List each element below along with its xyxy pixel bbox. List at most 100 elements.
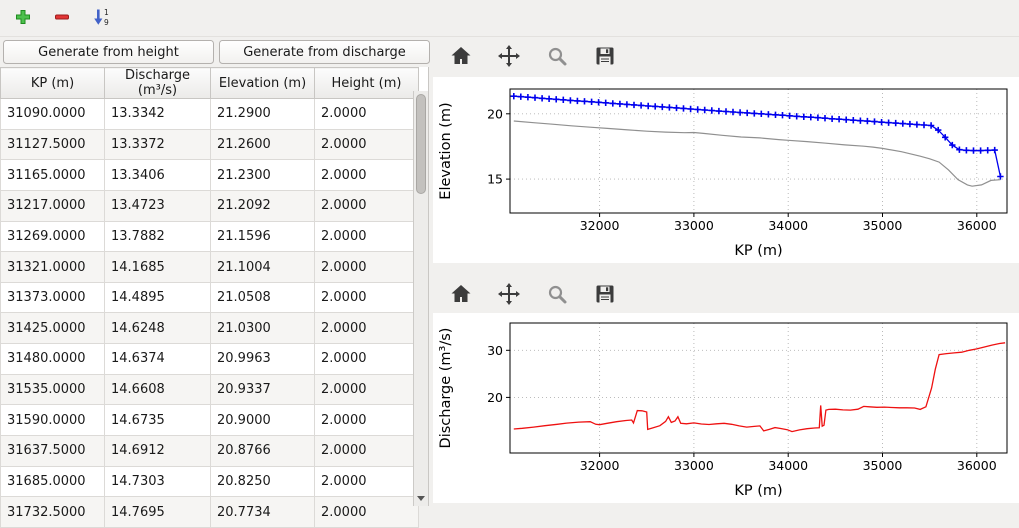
pan-button[interactable] [495,43,523,71]
table-cell[interactable]: 31480.0000 [0,343,105,375]
save-button[interactable] [591,43,619,71]
table-cell[interactable]: 20.8250 [210,465,315,498]
table-cell[interactable]: 21.2900 [210,98,315,130]
pan-button[interactable] [495,281,523,309]
column-header[interactable]: Height (m) [314,67,419,99]
table-cell[interactable]: 20.9337 [210,373,315,406]
sort-button[interactable]: 1 9 [86,4,116,32]
discharge-chart[interactable]: 32000 33000 34000 35000 36000 20 30 KP (m) Disch… [433,313,1019,503]
table-cell[interactable]: 31127.5000 [0,128,105,161]
sort-digit-bottom: 9 [104,18,109,27]
table-cell[interactable]: 20.9000 [210,404,315,437]
generate-buttons-row: Generate from height Generate from disch… [3,40,430,64]
table-cell[interactable]: 21.0508 [210,281,315,314]
table-cell[interactable]: 14.6374 [104,343,211,375]
table-cell[interactable]: 14.7695 [104,496,211,528]
table-row[interactable]: 31480.0000 14.6374 20.9963 2.0000 [0,343,419,375]
table-row[interactable]: 31269.0000 13.7882 21.1596 2.0000 [0,220,419,253]
table-cell[interactable]: 14.6248 [104,312,211,345]
home-icon [449,282,473,309]
table-cell[interactable]: 13.3406 [104,159,211,191]
table-cell[interactable]: 2.0000 [314,251,419,283]
table-cell[interactable]: 14.6912 [104,435,211,467]
table-row[interactable]: 31127.5000 13.3372 21.2600 2.0000 [0,128,419,161]
column-header[interactable]: Elevation (m) [210,67,315,99]
x-tick-label: 36000 [957,218,997,233]
table-header-row: KP (m) Discharge (m³/s) Elevation (m) Heigh… [0,67,419,99]
save-button[interactable] [591,281,619,309]
table-cell[interactable]: 31425.0000 [0,312,105,345]
table-cell[interactable]: 20.9963 [210,343,315,375]
plus-icon [14,8,32,29]
table-cell[interactable]: 31165.0000 [0,159,105,191]
zoom-button[interactable] [543,43,571,71]
table-cell[interactable]: 14.4895 [104,281,211,314]
table-cell[interactable]: 31217.0000 [0,189,105,222]
table-row[interactable]: 31425.0000 14.6248 21.0300 2.0000 [0,312,419,345]
table-cell[interactable]: 21.2300 [210,159,315,191]
table-cell[interactable]: 2.0000 [314,189,419,222]
table-cell[interactable]: 31090.0000 [0,98,105,130]
table-cell[interactable]: 21.0300 [210,312,315,345]
table-cell[interactable]: 31269.0000 [0,220,105,253]
table-cell[interactable]: 14.1685 [104,251,211,283]
column-header[interactable]: Discharge (m³/s) [104,67,211,99]
x-tick-label: 33000 [674,218,714,233]
table-cell[interactable]: 2.0000 [314,98,419,130]
table-cell[interactable]: 2.0000 [314,404,419,437]
remove-row-button[interactable] [47,4,77,32]
table-cell[interactable]: 2.0000 [314,496,419,528]
table-cell[interactable]: 13.3342 [104,98,211,130]
table-row[interactable]: 31321.0000 14.1685 21.1004 2.0000 [0,251,419,283]
table-row[interactable]: 31373.0000 14.4895 21.0508 2.0000 [0,281,419,314]
generate-from-discharge-button[interactable]: Generate from discharge [219,40,430,64]
table-cell[interactable]: 13.7882 [104,220,211,253]
table-cell[interactable]: 2.0000 [314,312,419,345]
table-row[interactable]: 31165.0000 13.3406 21.2300 2.0000 [0,159,419,191]
home-button[interactable] [447,281,475,309]
table-cell[interactable]: 2.0000 [314,220,419,253]
scrollbar-down-button[interactable] [414,490,428,506]
table-cell[interactable]: 20.7734 [210,496,315,528]
table-row[interactable]: 31637.5000 14.6912 20.8766 2.0000 [0,435,419,467]
table-cell[interactable]: 2.0000 [314,373,419,406]
table-cell[interactable]: 31590.0000 [0,404,105,437]
table-cell[interactable]: 2.0000 [314,281,419,314]
table-cell[interactable]: 20.8766 [210,435,315,467]
table-row[interactable]: 31217.0000 13.4723 21.2092 2.0000 [0,189,419,222]
table-cell[interactable]: 31321.0000 [0,251,105,283]
table-row[interactable]: 31535.0000 14.6608 20.9337 2.0000 [0,373,419,406]
add-row-button[interactable] [8,4,38,32]
table-cell[interactable]: 21.1004 [210,251,315,283]
table-cell[interactable]: 31373.0000 [0,281,105,314]
table-row[interactable]: 31732.5000 14.7695 20.7734 2.0000 [0,496,419,528]
home-button[interactable] [447,43,475,71]
table-cell[interactable]: 14.7303 [104,465,211,498]
table-cell[interactable]: 13.3372 [104,128,211,161]
zoom-button[interactable] [543,281,571,309]
table-cell[interactable]: 21.2092 [210,189,315,222]
table-row[interactable]: 31685.0000 14.7303 20.8250 2.0000 [0,465,419,498]
table-cell[interactable]: 31732.5000 [0,496,105,528]
generate-from-height-button[interactable]: Generate from height [3,40,214,64]
table-cell[interactable]: 2.0000 [314,128,419,161]
table-cell[interactable]: 21.2600 [210,128,315,161]
table-cell[interactable]: 21.1596 [210,220,315,253]
table-cell[interactable]: 2.0000 [314,465,419,498]
table-row[interactable]: 31590.0000 14.6735 20.9000 2.0000 [0,404,419,437]
table-cell[interactable]: 14.6735 [104,404,211,437]
table-scrollbar[interactable] [413,91,428,506]
table-cell[interactable]: 31685.0000 [0,465,105,498]
table-cell[interactable]: 2.0000 [314,159,419,191]
table-cell[interactable]: 14.6608 [104,373,211,406]
table-cell[interactable]: 31535.0000 [0,373,105,406]
column-header[interactable]: KP (m) [0,67,105,99]
table-cell[interactable]: 2.0000 [314,435,419,467]
scrollbar-thumb[interactable] [416,94,426,194]
table-cell[interactable]: 2.0000 [314,343,419,375]
elevation-chart[interactable]: 32000 33000 34000 35000 36000 15 20 KP (m) Eleva… [433,77,1019,263]
pan-icon [497,44,521,71]
table-cell[interactable]: 31637.5000 [0,435,105,467]
table-cell[interactable]: 13.4723 [104,189,211,222]
table-row[interactable]: 31090.0000 13.3342 21.2900 2.0000 [0,98,419,130]
